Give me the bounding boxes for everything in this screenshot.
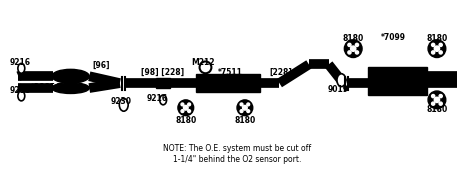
Text: M212: M212 [191, 58, 214, 67]
Circle shape [439, 51, 442, 54]
Text: 9216: 9216 [147, 94, 168, 103]
Text: [96]: [96] [92, 61, 110, 70]
Circle shape [247, 110, 250, 113]
Circle shape [188, 110, 191, 113]
Text: 9019: 9019 [328, 85, 349, 94]
Text: [228]: [228] [270, 68, 292, 77]
Text: 9230: 9230 [110, 97, 131, 106]
Circle shape [428, 40, 446, 57]
Text: NOTE: The O.E. system must be cut off
1-1/4" behind the O2 sensor port.: NOTE: The O.E. system must be cut off 1-… [163, 144, 311, 164]
Ellipse shape [18, 91, 25, 101]
Ellipse shape [18, 64, 25, 73]
Circle shape [434, 97, 439, 102]
Text: 8180: 8180 [175, 116, 196, 125]
Circle shape [431, 43, 435, 46]
Text: 9216: 9216 [9, 58, 30, 67]
Circle shape [439, 43, 442, 46]
FancyBboxPatch shape [156, 78, 170, 88]
Circle shape [434, 46, 439, 51]
Circle shape [351, 46, 356, 51]
Circle shape [200, 61, 211, 73]
FancyBboxPatch shape [368, 67, 427, 95]
Circle shape [181, 110, 184, 113]
Circle shape [344, 40, 362, 57]
Circle shape [356, 51, 358, 54]
Ellipse shape [52, 69, 89, 83]
Circle shape [431, 51, 435, 54]
Circle shape [356, 43, 358, 46]
Text: 8180: 8180 [426, 105, 447, 114]
Text: 8180: 8180 [343, 34, 364, 43]
Text: *7099: *7099 [381, 33, 406, 42]
Circle shape [188, 103, 191, 106]
Circle shape [183, 105, 188, 110]
Ellipse shape [119, 98, 128, 111]
Circle shape [348, 43, 351, 46]
Text: [98] [228]: [98] [228] [141, 68, 184, 77]
Ellipse shape [52, 83, 89, 94]
Circle shape [240, 103, 243, 106]
Circle shape [348, 51, 351, 54]
Text: 9216: 9216 [9, 85, 30, 95]
Circle shape [243, 105, 247, 110]
Circle shape [237, 100, 253, 116]
Circle shape [431, 94, 435, 98]
Ellipse shape [337, 74, 346, 87]
Circle shape [247, 103, 250, 106]
Circle shape [181, 103, 184, 106]
Circle shape [439, 94, 442, 98]
Text: *38854: *38854 [31, 83, 62, 92]
Circle shape [178, 100, 194, 116]
Circle shape [428, 91, 446, 109]
Circle shape [439, 102, 442, 105]
Text: 8180: 8180 [426, 34, 447, 43]
Circle shape [431, 102, 435, 105]
Circle shape [240, 110, 243, 113]
Text: 8180: 8180 [234, 116, 255, 125]
Text: *7511: *7511 [219, 68, 243, 77]
Ellipse shape [160, 95, 166, 105]
FancyBboxPatch shape [196, 74, 260, 92]
